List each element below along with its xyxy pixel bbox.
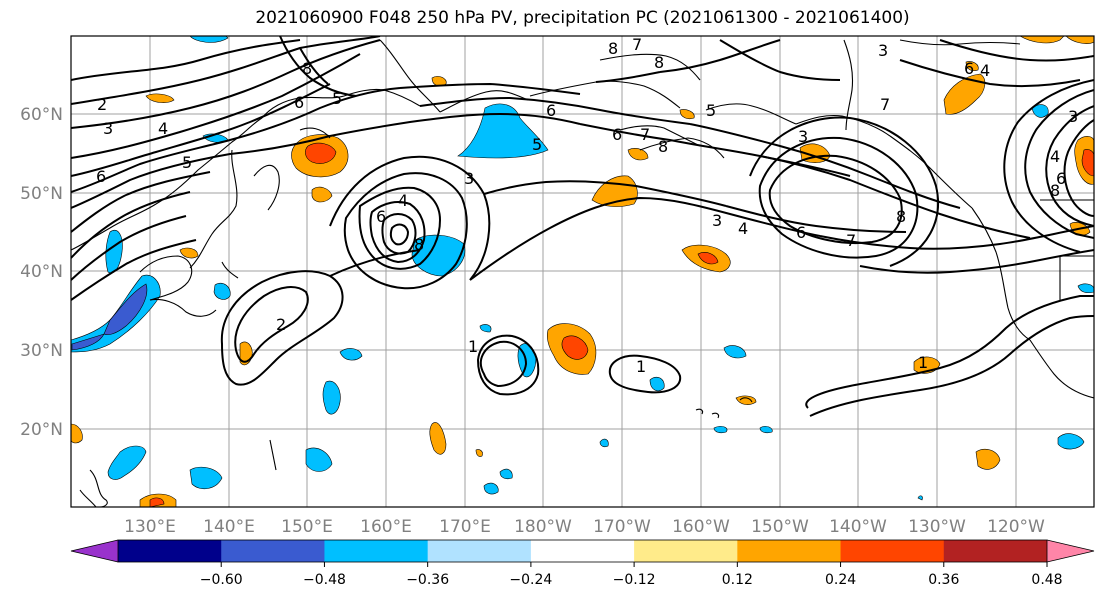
colorbar-segment	[427, 540, 532, 562]
lon-label: 120°W	[987, 517, 1045, 537]
colorbar-segment	[221, 540, 325, 562]
lon-label: 140°E	[203, 517, 255, 537]
colorbar-max-extend	[1047, 540, 1094, 562]
svg-text:8: 8	[654, 53, 664, 72]
svg-text:7: 7	[640, 125, 650, 144]
lon-label: 170°W	[593, 517, 651, 537]
lon-label: 160°E	[360, 517, 412, 537]
svg-text:6: 6	[1056, 169, 1066, 188]
svg-text:4: 4	[1050, 147, 1060, 166]
coastlines	[71, 39, 1094, 507]
colorbar-tick-label: 0.36	[928, 572, 959, 588]
latitude-labels: 60°N 50°N 40°N 30°N 20°N	[20, 105, 63, 440]
colorbar-segment	[634, 540, 738, 562]
colorbar: −0.60 −0.48 −0.36 −0.24 −0.12 0.12 0.24 0.36 0.4…	[70, 539, 1095, 588]
colorbar-tick-label: −0.48	[303, 572, 346, 588]
svg-text:3: 3	[798, 127, 808, 146]
lon-label: 150°W	[751, 517, 809, 537]
svg-text:8: 8	[896, 207, 906, 226]
lon-label: 140°W	[829, 517, 887, 537]
svg-text:6: 6	[376, 207, 386, 226]
lat-label: 60°N	[20, 105, 63, 125]
colorbar-ticks: −0.60 −0.48 −0.36 −0.24 −0.12 0.12 0.24 0.36 0.4…	[200, 562, 1063, 588]
colorbar-segment	[324, 540, 429, 562]
svg-text:6: 6	[96, 167, 106, 186]
svg-text:6: 6	[612, 125, 622, 144]
svg-text:3: 3	[878, 41, 888, 60]
svg-text:1: 1	[636, 357, 646, 376]
lat-label: 40°N	[20, 262, 63, 282]
pv-contour-labels: 2 3 4 5 6 8 6 5 8 7 6 3 5 8 6 7 8 3 7 5 …	[96, 35, 1078, 376]
svg-text:8: 8	[302, 59, 312, 78]
svg-text:3: 3	[464, 169, 474, 188]
svg-text:5: 5	[332, 89, 342, 108]
colorbar-tick-label: −0.60	[200, 572, 243, 588]
colorbar-border	[117, 539, 1048, 563]
svg-text:2: 2	[276, 315, 286, 334]
lon-label: 170°E	[439, 517, 491, 537]
colorbar-tick-label: 0.24	[825, 572, 856, 588]
precip-negative-areas	[71, 36, 1094, 501]
svg-text:3: 3	[103, 119, 113, 138]
svg-text:1: 1	[918, 353, 928, 372]
colorbar-tick-label: −0.36	[406, 572, 449, 588]
lon-label: 130°E	[124, 517, 176, 537]
colorbar-segments	[118, 540, 1048, 562]
svg-text:6: 6	[796, 223, 806, 242]
svg-text:3: 3	[1068, 107, 1078, 126]
svg-text:6: 6	[294, 93, 304, 112]
svg-text:7: 7	[880, 95, 890, 114]
svg-text:7: 7	[846, 231, 856, 250]
lon-label: 150°E	[281, 517, 333, 537]
colorbar-segment	[530, 540, 635, 562]
map-border	[70, 35, 1095, 508]
svg-text:4: 4	[398, 191, 408, 210]
colorbar-tick-label: −0.12	[613, 572, 656, 588]
colorbar-tick-label: 0.12	[722, 572, 753, 588]
svg-text:4: 4	[158, 119, 168, 138]
svg-text:5: 5	[182, 153, 192, 172]
lon-label: 180°W	[514, 517, 572, 537]
svg-text:8: 8	[658, 137, 668, 156]
svg-text:2: 2	[97, 95, 107, 114]
colorbar-segment	[118, 540, 222, 562]
svg-text:5: 5	[532, 135, 542, 154]
lon-label: 160°W	[672, 517, 730, 537]
svg-text:5: 5	[706, 101, 716, 120]
colorbar-segment	[737, 540, 842, 562]
svg-text:4: 4	[738, 219, 748, 238]
svg-text:8: 8	[608, 39, 618, 58]
colorbar-tick-label: 0.48	[1031, 572, 1062, 588]
svg-text:1: 1	[468, 337, 478, 356]
colorbar-min-extend	[71, 540, 118, 562]
svg-text:6: 6	[964, 59, 974, 78]
svg-text:4: 4	[980, 61, 990, 80]
colorbar-extend-outline	[70, 539, 1095, 563]
svg-text:8: 8	[1050, 181, 1060, 200]
longitude-labels: 130°E 140°E 150°E 160°E 170°E 180°W 170°…	[124, 517, 1045, 537]
lat-label: 30°N	[20, 341, 63, 361]
colorbar-segment	[840, 540, 945, 562]
lat-label: 50°N	[20, 184, 63, 204]
svg-text:8: 8	[414, 235, 424, 254]
map-title: 2021060900 F048 250 hPa PV, precipitatio…	[255, 8, 910, 28]
pv-contours	[71, 36, 1094, 417]
colorbar-tick-label: −0.24	[509, 572, 552, 588]
svg-text:3: 3	[712, 211, 722, 230]
colorbar-segment	[943, 540, 1048, 562]
svg-text:6: 6	[546, 101, 556, 120]
lat-label: 20°N	[20, 420, 63, 440]
svg-text:7: 7	[632, 35, 642, 54]
lon-label: 130°W	[908, 517, 966, 537]
